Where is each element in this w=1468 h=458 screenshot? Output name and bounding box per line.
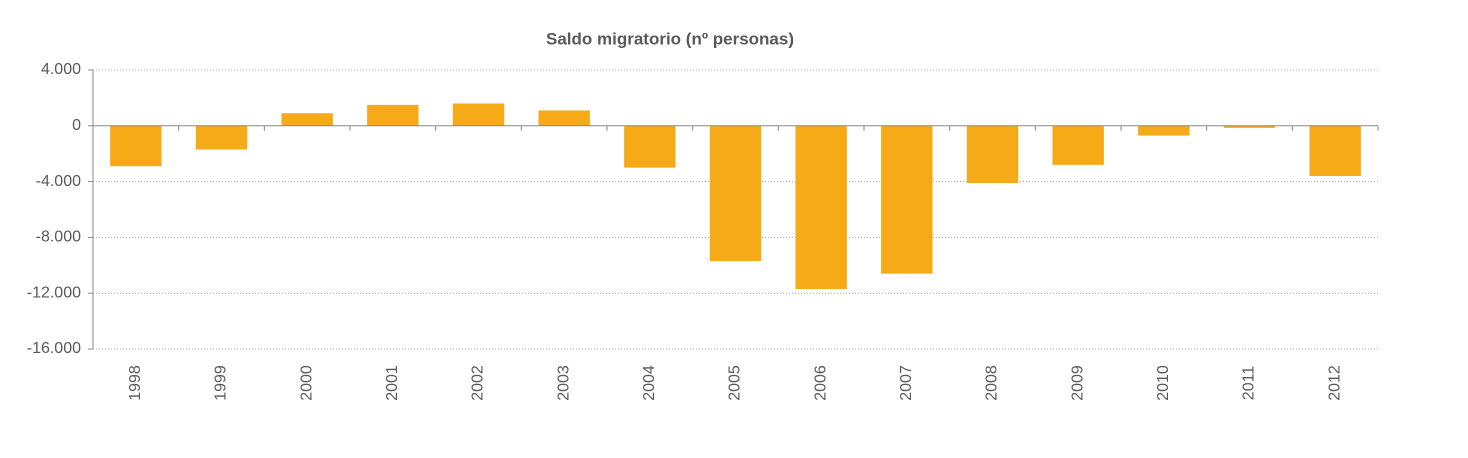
x-tick-label: 2011 — [1241, 366, 1258, 401]
bar — [709, 125, 762, 262]
chart-title: Saldo migratorio (nº personas) — [546, 29, 794, 48]
x-tick-label: 2007 — [898, 365, 915, 401]
bar — [966, 125, 1019, 183]
x-tick-label: 2010 — [1155, 365, 1172, 401]
y-tick-label: 4.000 — [41, 61, 81, 78]
bar — [110, 125, 162, 167]
x-tick-label: 1998 — [127, 365, 144, 401]
bar — [881, 125, 933, 274]
bar — [195, 125, 248, 150]
bar — [1309, 125, 1361, 177]
bar — [367, 104, 419, 126]
x-tick-label: 2009 — [1069, 365, 1086, 401]
bar — [281, 113, 333, 126]
x-tick-label: 2001 — [384, 365, 401, 401]
x-tick-label: 2004 — [641, 365, 658, 401]
x-tick-label: 2000 — [298, 365, 315, 401]
bar — [1138, 125, 1190, 136]
bar — [624, 125, 676, 168]
y-tick-label: -8.000 — [36, 229, 81, 246]
y-tick-label: -4.000 — [36, 173, 81, 190]
bar — [795, 125, 847, 290]
x-tick-label: 2012 — [1326, 365, 1343, 401]
x-tick-label: 1999 — [213, 365, 230, 401]
bar — [452, 103, 505, 126]
bar — [538, 110, 590, 126]
x-tick-label: 2003 — [555, 365, 572, 401]
x-tick-label: 2002 — [470, 365, 487, 401]
y-tick-label: -12.000 — [27, 284, 81, 301]
bar — [1223, 125, 1276, 128]
x-tick-label: 2005 — [727, 365, 744, 401]
y-tick-label: 0 — [72, 117, 81, 134]
y-tick-label: -16.000 — [27, 340, 81, 357]
x-tick-label: 2006 — [812, 365, 829, 401]
x-tick-label: 2008 — [984, 365, 1001, 401]
bar — [1052, 125, 1104, 165]
